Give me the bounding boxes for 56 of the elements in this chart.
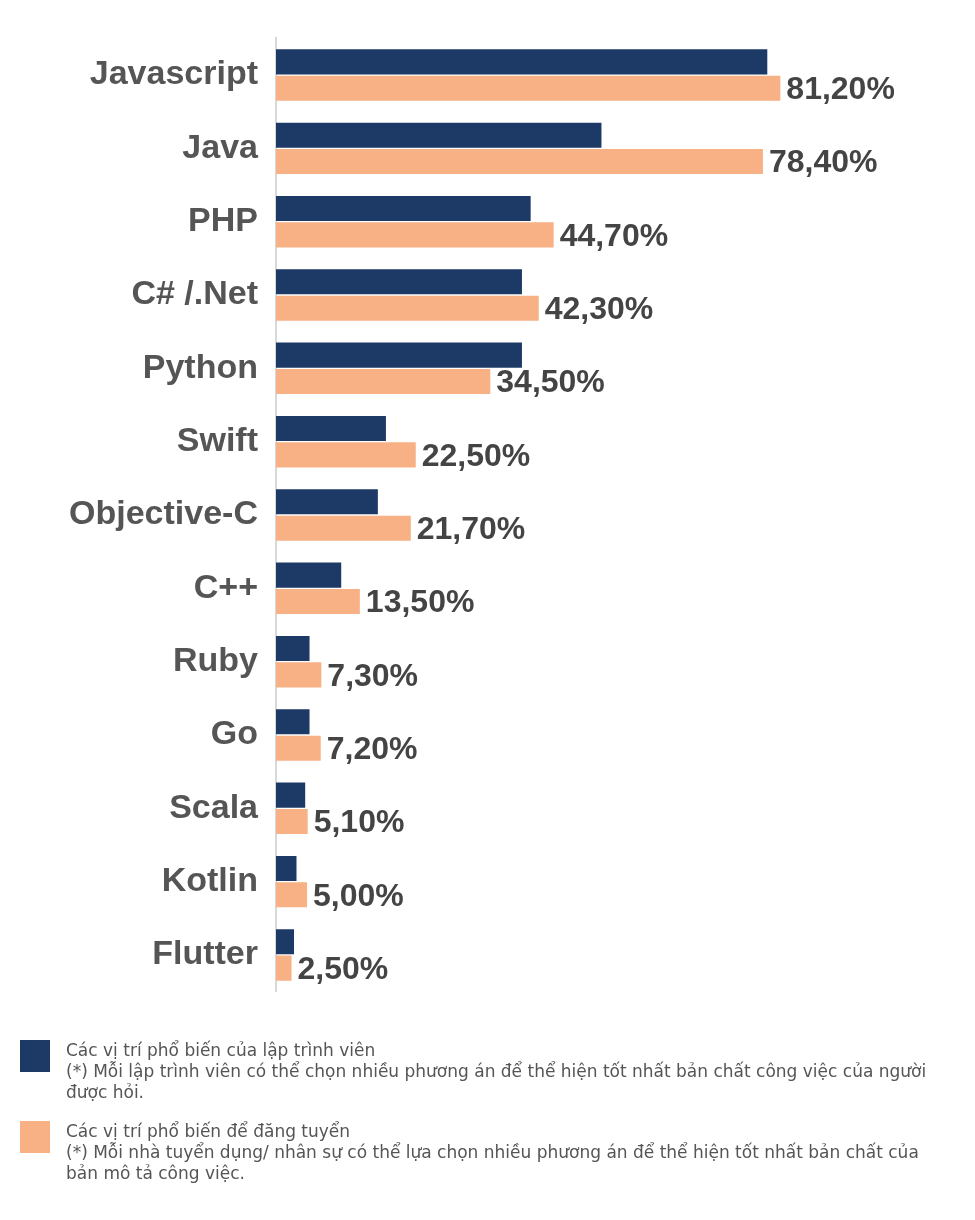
bar: [276, 222, 554, 248]
y-tick-label: Go: [210, 713, 258, 752]
data-label: 5,00%: [313, 876, 404, 913]
y-tick-label: Flutter: [152, 933, 258, 972]
bar: [276, 415, 386, 442]
data-label: 2,50%: [297, 949, 389, 986]
bar: [276, 515, 411, 541]
bar: [276, 588, 360, 615]
data-label: 21,70%: [416, 510, 526, 547]
data-label: 5,10%: [313, 803, 405, 840]
data-label: 78,40%: [768, 143, 878, 180]
data-label: 81,20%: [786, 70, 895, 107]
bar: [276, 342, 522, 368]
bar: [276, 662, 322, 688]
data-label: 7,30%: [327, 656, 419, 693]
bar: [276, 49, 768, 75]
y-tick-label: Swift: [176, 420, 258, 459]
bar: [276, 195, 531, 222]
legend-label: Các vị trí phổ biến để đăng tuyển: [66, 1121, 352, 1142]
bar: [276, 929, 295, 955]
data-label: 22,50%: [421, 436, 531, 473]
bar: [276, 808, 308, 835]
data-label: 13,50%: [365, 583, 475, 620]
y-tick-label: PHP: [188, 200, 258, 239]
bar: [276, 562, 342, 588]
bar: [276, 75, 781, 101]
y-tick-label: Javascript: [89, 53, 258, 92]
bar: [276, 709, 310, 735]
bar: [276, 269, 522, 295]
bar: [276, 295, 539, 321]
y-tick-label: C++: [193, 566, 258, 605]
y-tick-label: Scala: [169, 786, 260, 825]
text: (*) Mỗi lập trình viên có thể chọn nhiều phương án để thể hiện tốt nhất bản chất công việc của người được hỏi.: [66, 1061, 928, 1103]
y-tick-label: C# /.Net: [131, 273, 258, 312]
bar: [276, 855, 297, 881]
bar: [276, 955, 292, 981]
text: (*) Mỗi nhà tuyển dụng/ nhân sự có thể lựa chọn nhiều phương án để thể hiện tốt nhất bản chất của bản mô tả công việc.: [66, 1142, 920, 1184]
bar: [276, 782, 306, 808]
bar: [276, 149, 763, 175]
legend-label: Các vị trí phổ biến của lập trình viên: [66, 1040, 377, 1061]
bar: [276, 489, 378, 515]
bar: [276, 442, 416, 468]
bar: [276, 122, 602, 148]
bar: [276, 369, 491, 395]
y-tick-label: Ruby: [173, 640, 259, 679]
bar: [276, 635, 310, 661]
y-tick-label: Python: [142, 346, 258, 385]
data-label: 42,30%: [544, 290, 654, 327]
bar: [276, 882, 308, 908]
y-tick-label: Java: [182, 126, 260, 165]
data-label: 44,70%: [559, 216, 669, 253]
data-label: 7,20%: [326, 730, 418, 766]
y-tick-label: Objective-C: [69, 493, 258, 532]
y-tick-label: Kotlin: [161, 859, 258, 898]
data-label: 34,50%: [496, 363, 605, 400]
bar: [276, 735, 321, 761]
